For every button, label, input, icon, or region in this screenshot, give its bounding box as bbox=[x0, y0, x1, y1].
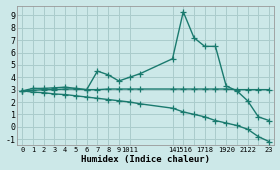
X-axis label: Humidex (Indice chaleur): Humidex (Indice chaleur) bbox=[81, 155, 210, 164]
